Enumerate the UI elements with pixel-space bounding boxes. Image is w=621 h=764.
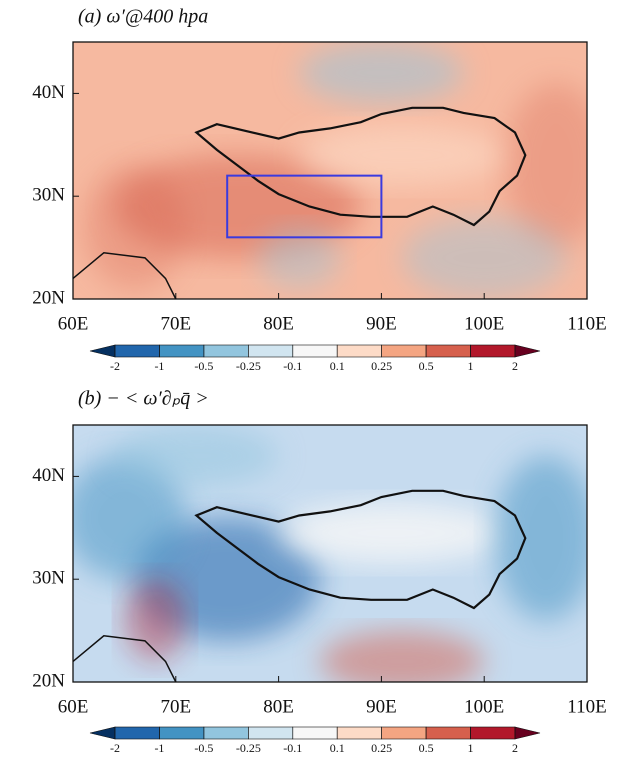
field-patch — [113, 425, 279, 487]
colorbar-label: 1 — [468, 359, 474, 373]
field-patch — [73, 455, 187, 580]
y-tick-label: 30N — [32, 568, 65, 589]
colorbar-cell — [203, 726, 249, 740]
colorbar-label: -1 — [154, 359, 164, 373]
field-patch — [319, 630, 485, 682]
field-patch — [124, 579, 187, 662]
field-patch — [83, 165, 187, 289]
map-field — [73, 42, 587, 299]
coast-line — [73, 251, 177, 299]
y-tick-label: 30N — [32, 185, 65, 206]
field-patch — [299, 42, 464, 104]
colorbar-cell — [425, 726, 471, 740]
coast-line — [73, 634, 177, 682]
map-frame — [72, 41, 588, 300]
field-patch — [504, 82, 587, 248]
colorbar-end — [514, 344, 541, 358]
colorbar-cell — [114, 726, 160, 740]
colorbar-cell — [203, 344, 249, 358]
colorbar-cell — [114, 344, 160, 358]
x-tick-label: 80E — [263, 313, 294, 334]
field-patch — [494, 455, 587, 621]
colorbar-label: -2 — [110, 741, 120, 755]
field-patch — [298, 124, 505, 186]
panel-title: (b) − < ω′∂ₚq̄ > — [78, 388, 209, 410]
colorbar-label: 0.25 — [371, 359, 392, 373]
colorbar-cell — [381, 726, 427, 740]
colorbar-end — [89, 344, 116, 358]
plateau-outline — [194, 489, 527, 610]
x-tick-label: 100E — [464, 696, 504, 717]
colorbar-label: -0.5 — [194, 741, 213, 755]
colorbar-cell — [470, 726, 516, 740]
colorbar-cell — [248, 344, 294, 358]
colorbar-cell — [425, 344, 471, 358]
x-tick-label: 70E — [160, 696, 191, 717]
colorbar-cell — [381, 344, 427, 358]
colorbar-label: -0.25 — [236, 741, 261, 755]
colorbar-label: 2 — [512, 741, 518, 755]
y-tick-label: 40N — [32, 82, 65, 103]
x-tick-label: 60E — [58, 313, 89, 334]
x-tick-label: 80E — [263, 696, 294, 717]
colorbar-label: 0.1 — [330, 741, 345, 755]
x-tick-label: 90E — [366, 696, 397, 717]
colorbar-label: 2 — [512, 359, 518, 373]
colorbar-cell — [470, 344, 516, 358]
colorbar-label: -0.5 — [194, 359, 213, 373]
colorbar-end — [89, 726, 116, 740]
x-tick-label: 110E — [567, 313, 606, 334]
colorbar-label: 0.25 — [371, 741, 392, 755]
colorbar-cell — [336, 726, 382, 740]
field-patch — [401, 216, 567, 299]
map-frame — [72, 424, 588, 683]
region-box — [226, 174, 383, 239]
colorbar-label: 0.1 — [330, 359, 345, 373]
x-tick-label: 100E — [464, 313, 504, 334]
colorbar-cell — [292, 344, 338, 358]
colorbar-label: 1 — [468, 741, 474, 755]
colorbar-label: -0.1 — [283, 359, 302, 373]
colorbar-cell — [248, 726, 294, 740]
colorbar-cell — [159, 726, 205, 740]
colorbar-end — [514, 726, 541, 740]
colorbar-label: -1 — [154, 741, 164, 755]
colorbar-label: -2 — [110, 359, 120, 373]
colorbar-label: -0.1 — [283, 741, 302, 755]
y-tick-label: 20N — [32, 670, 65, 691]
field-patch — [278, 502, 505, 564]
colorbar-label: 0.5 — [419, 359, 434, 373]
plateau-outline — [194, 106, 527, 227]
y-tick-label: 20N — [32, 287, 65, 308]
y-tick-label: 40N — [32, 465, 65, 486]
x-tick-label: 60E — [58, 696, 89, 717]
colorbar-cell — [336, 344, 382, 358]
map-field — [73, 425, 587, 682]
field-patch — [257, 226, 341, 289]
x-tick-label: 110E — [567, 696, 606, 717]
x-tick-label: 90E — [366, 313, 397, 334]
colorbar-cell — [292, 726, 338, 740]
panel-title: (a) ω′@400 hpa — [78, 6, 208, 28]
colorbar-label: 0.5 — [419, 741, 434, 755]
x-tick-label: 70E — [160, 313, 191, 334]
colorbar-label: -0.25 — [236, 359, 261, 373]
colorbar-cell — [159, 344, 205, 358]
